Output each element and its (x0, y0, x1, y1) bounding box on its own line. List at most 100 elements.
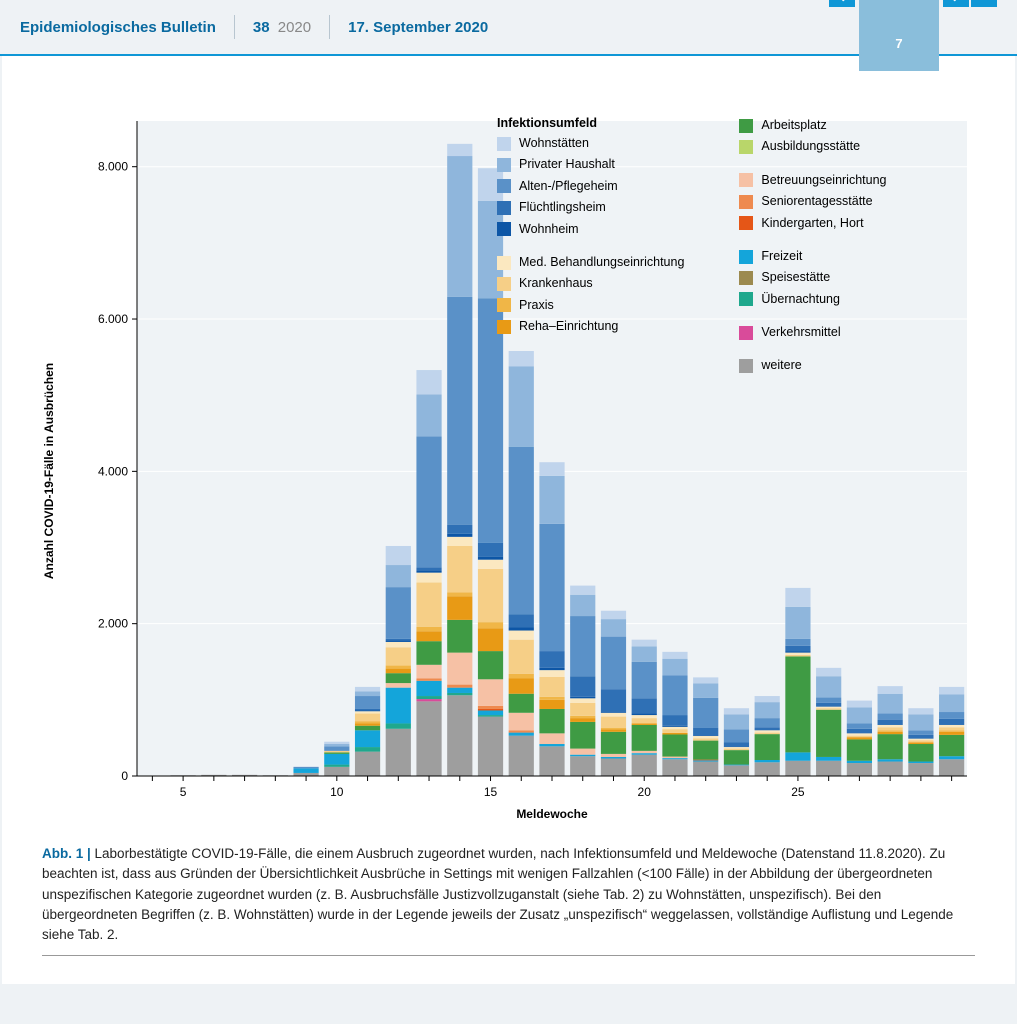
bar-segment (755, 733, 780, 735)
bar-segment (447, 693, 472, 695)
document-header: Epidemiologisches Bulletin 38 2020 17. S… (0, 0, 1017, 56)
bar-segment (570, 697, 595, 699)
legend-label: Speisestätte (761, 268, 830, 287)
legend-swatch (497, 298, 511, 312)
bar-segment (632, 755, 657, 776)
bar-segment (908, 739, 933, 741)
bar-segment (416, 631, 441, 641)
bar-segment (416, 436, 441, 567)
bar-segment (816, 707, 841, 709)
bar-segment (601, 754, 626, 757)
legend-label: Betreuungseinrichtung (761, 171, 886, 190)
svg-text:2.000: 2.000 (98, 617, 128, 631)
bar-segment (386, 639, 411, 641)
bar-segment (478, 706, 503, 709)
legend-swatch (739, 173, 753, 187)
bar-segment (847, 736, 872, 738)
legend-label: Arbeitsplatz (761, 116, 826, 135)
bar-segment (324, 754, 349, 765)
legend-label: Privater Haushalt (519, 155, 615, 174)
bar-segment (908, 763, 933, 776)
bar-segment (447, 695, 472, 776)
bar-segment (478, 679, 503, 706)
bar-segment (693, 760, 718, 761)
bar-segment (386, 565, 411, 587)
caption-text: Laborbestätigte COVID-19-Fälle, die eine… (42, 846, 953, 942)
bar-segment (509, 694, 534, 713)
bar-segment (939, 756, 964, 759)
bar-segment (355, 726, 380, 731)
bar-segment (324, 744, 349, 746)
divider (234, 15, 235, 39)
bar-segment (539, 733, 564, 744)
legend-swatch (497, 137, 511, 151)
bar-segment (724, 749, 749, 751)
bar-segment (539, 668, 564, 670)
bar-segment (293, 767, 318, 769)
bar-segment (509, 679, 534, 694)
legend-swatch (739, 119, 753, 133)
bar-segment (570, 749, 595, 755)
bar-segment (785, 607, 810, 639)
bar-segment (539, 697, 564, 700)
legend-item: Alten-/Pflegeheim (497, 177, 684, 196)
legend-item: Seniorentagesstätte (739, 192, 886, 211)
bar-segment (785, 752, 810, 760)
bar-segment (662, 727, 687, 729)
bar-segment (755, 762, 780, 776)
bar-segment (570, 586, 595, 595)
y-axis-label: Anzahl COVID-19-Fälle in Ausbrüchen (42, 363, 56, 579)
page-content: Anzahl COVID-19-Fälle in Ausbrüchen Infe… (2, 56, 1015, 984)
bar-segment (878, 727, 903, 730)
legend-label: Praxis (519, 296, 554, 315)
bar-segment (386, 642, 411, 647)
bar-segment (693, 728, 718, 736)
bar-segment (878, 694, 903, 714)
bar-segment (601, 717, 626, 728)
bar-segment (693, 677, 718, 683)
bar-segment (355, 723, 380, 725)
bar-segment (632, 662, 657, 699)
issue-info: 38 2020 (253, 19, 311, 36)
legend-swatch (497, 277, 511, 291)
bar-segment (939, 695, 964, 713)
bar-segment (755, 727, 780, 730)
bar-segment (324, 751, 349, 753)
bar-segment (632, 647, 657, 662)
legend-item: Arbeitsplatz (739, 116, 886, 135)
bar-segment (509, 730, 534, 732)
legend-item: Wohnheim (497, 220, 684, 239)
bar-segment (386, 546, 411, 565)
svg-text:Meldewoche: Meldewoche (516, 807, 588, 821)
legend-item: Betreuungseinrichtung (739, 171, 886, 190)
legend-swatch (497, 158, 511, 172)
bar-segment (570, 703, 595, 716)
bar-segment (939, 735, 964, 756)
bar-segment (662, 726, 687, 727)
bar-segment (509, 713, 534, 731)
legend-swatch (739, 195, 753, 209)
bar-segment (447, 525, 472, 534)
bar-segment (662, 758, 687, 759)
bar-segment (416, 370, 441, 394)
bar-segment (478, 711, 503, 716)
prev-page-button[interactable] (829, 0, 855, 7)
bar-segment (939, 687, 964, 695)
bar-segment (693, 698, 718, 728)
next-page-button[interactable] (943, 0, 969, 7)
bar-segment (509, 736, 534, 776)
toc-button[interactable] (971, 0, 997, 7)
legend-item: Ausbildungsstätte (739, 137, 886, 156)
legend-swatch (497, 179, 511, 193)
legend-item: Reha–Einrichtung (497, 317, 684, 336)
legend-label: Ausbildungsstätte (761, 137, 860, 156)
bar-segment (416, 696, 441, 699)
bar-segment (693, 741, 718, 760)
legend-item: Verkehrsmittel (739, 323, 886, 342)
bar-segment (539, 524, 564, 651)
publication-title: Epidemiologisches Bulletin (20, 19, 216, 36)
bar-segment (509, 640, 534, 674)
bar-segment (478, 709, 503, 711)
bar-segment (785, 653, 810, 655)
bar-segment (601, 730, 626, 732)
